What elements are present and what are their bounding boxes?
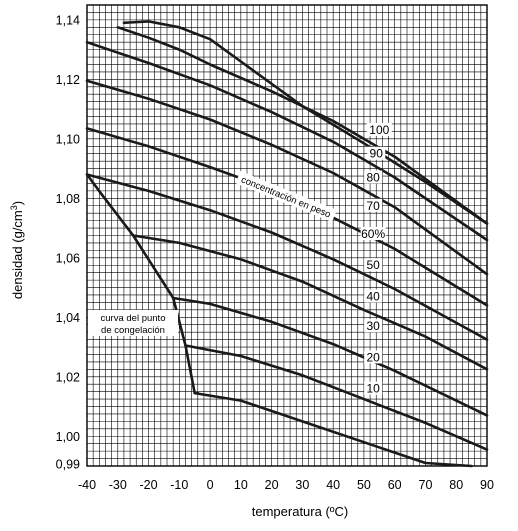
x-tick-label: 90 (480, 478, 494, 492)
series-label-30: 30 (366, 319, 380, 333)
series-line-50 (85, 173, 489, 341)
x-tick-label: 0 (207, 478, 214, 492)
y-axis-label-close: ) (10, 201, 25, 205)
y-tick-label: 1,12 (56, 73, 80, 87)
tick-labels: -40 -30 -20 -10 0 10 20 30 40 50 60 70 80 90 0,99 1,00 1… (56, 13, 494, 492)
y-tick-label: 1,08 (56, 192, 80, 206)
series-line-30 (171, 296, 489, 417)
x-tick-label: 10 (234, 478, 248, 492)
series-line-40 (131, 234, 489, 371)
series-label-bg (364, 350, 383, 364)
y-tick-label: 0,99 (56, 458, 80, 472)
series-line-100 (122, 20, 489, 225)
plot-border (86, 4, 488, 467)
y-axis-label: densidad (g/cm3) (9, 201, 25, 299)
series-label-20: 20 (366, 350, 380, 364)
series-label-bg (364, 170, 383, 184)
freezing-curve-label-line1: curva del punto (101, 313, 166, 324)
y-tick-label: 1,02 (56, 370, 80, 384)
y-tick-label: 1,06 (56, 251, 80, 265)
x-tick-label: 50 (357, 478, 371, 492)
x-tick-label: 60 (388, 478, 402, 492)
x-tick-label: 70 (419, 478, 433, 492)
freezing-curve-line (85, 173, 200, 395)
y-tick-label: 1,00 (56, 430, 80, 444)
y-tick-label: 1,14 (56, 13, 80, 27)
grid (86, 4, 488, 467)
y-tick-label: 1,04 (56, 311, 80, 325)
x-tick-label: -10 (170, 478, 188, 492)
series-label-bg (367, 146, 386, 160)
series-label-80: 80 (366, 171, 380, 185)
series-label-bg (366, 122, 392, 136)
series-line-20 (184, 344, 489, 451)
x-tick-label: -40 (78, 478, 96, 492)
series-label-bg (364, 258, 383, 272)
freezing-curve-label-line2: de congelación (101, 325, 165, 336)
series-line-10 (193, 391, 473, 468)
series-label-100: 100 (369, 123, 389, 137)
series-label-bg (364, 289, 383, 303)
x-axis-label: temperatura (ºC) (252, 504, 349, 519)
x-tick-label: 20 (265, 478, 279, 492)
series-label-90: 90 (370, 147, 384, 161)
series-label-bg (364, 319, 383, 333)
series-label-bg (364, 198, 383, 212)
series-label-40: 40 (366, 289, 380, 303)
series-lines (85, 20, 489, 468)
series-line-60 (85, 127, 489, 307)
y-tick-label: 1,10 (56, 132, 80, 146)
y-axis-label-base: densidad (g/cm (10, 210, 25, 299)
freezing-curve-layer (85, 173, 200, 395)
freezing-curve-label: curva del punto de congelación (88, 310, 178, 336)
series-line-80 (85, 40, 489, 242)
series-line-70 (85, 79, 489, 276)
series-label-70: 70 (366, 199, 380, 213)
series-labels: 100 90 80 70 60% 50 40 30 20 10 (360, 122, 392, 396)
series-label-bg (364, 381, 383, 395)
series-label-60: 60% (361, 227, 385, 241)
x-tick-label: 80 (449, 478, 463, 492)
concentration-label: concentración en peso (235, 171, 337, 223)
series-label-50: 50 (366, 258, 380, 272)
x-tick-label: -30 (109, 478, 127, 492)
x-tick-label: 40 (326, 478, 340, 492)
x-tick-label: -20 (139, 478, 157, 492)
series-label-10: 10 (366, 382, 380, 396)
plot-frame (86, 4, 488, 467)
x-tick-label: 30 (295, 478, 309, 492)
y-axis-label-superscript: 3 (9, 205, 19, 210)
series-label-bg (360, 227, 386, 241)
